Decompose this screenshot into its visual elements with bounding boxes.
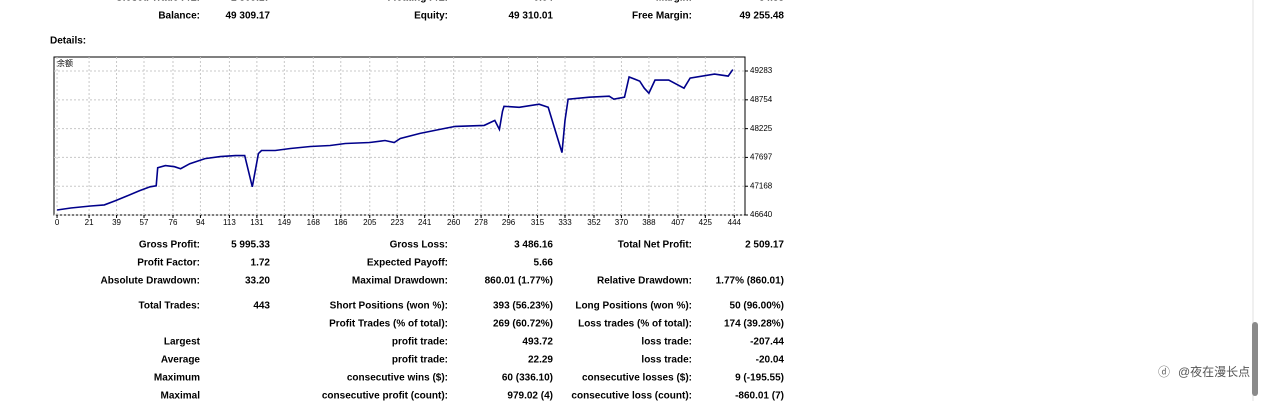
stat-label: Largest <box>164 337 201 348</box>
x-tick-label: 223 <box>391 218 405 227</box>
y-tick-label: 48754 <box>750 95 773 104</box>
stat-value: 49 309.17 <box>226 11 271 22</box>
stat-label: Free Margin: <box>632 11 692 22</box>
x-tick-label: 76 <box>169 218 178 227</box>
stat-value: 5.66 <box>534 258 554 269</box>
x-tick-label: 168 <box>307 218 321 227</box>
x-tick-label: 352 <box>587 218 601 227</box>
stat-label: Equity: <box>414 11 448 22</box>
details-label: Details: <box>50 36 86 47</box>
stat-value: 49 310.01 <box>509 11 554 22</box>
stat-value: 174 (39.28%) <box>724 319 784 330</box>
scrollbar-thumb[interactable] <box>1252 322 1258 396</box>
stat-label: Maximal Drawdown: <box>352 276 448 287</box>
x-tick-label: 388 <box>642 218 656 227</box>
x-tick-label: 407 <box>671 218 685 227</box>
stat-value: 9 (-195.55) <box>735 373 784 384</box>
y-tick-label: 47697 <box>750 153 773 162</box>
balance-line <box>56 69 734 211</box>
stat-value: 33.20 <box>245 276 270 287</box>
stat-value: 54.53 <box>759 0 784 4</box>
stat-label: profit trade: <box>392 337 448 348</box>
stat-value: -20.04 <box>756 355 785 366</box>
stat-value: 269 (60.72%) <box>493 319 553 330</box>
stat-label: consecutive wins ($): <box>347 373 448 384</box>
stat-value: 2 509.17 <box>745 240 784 251</box>
stat-label: Closed Trade P/L: <box>116 0 200 4</box>
stat-label: Profit Factor: <box>137 258 200 269</box>
stat-label: Margin: <box>656 0 692 4</box>
stat-value: 0.84 <box>534 0 554 4</box>
stat-value: 60 (336.10) <box>502 373 553 384</box>
stat-label: profit trade: <box>392 355 448 366</box>
stat-label: Maximal <box>161 391 201 401</box>
x-tick-label: 241 <box>418 218 432 227</box>
stat-label: Absolute Drawdown: <box>101 276 200 287</box>
stat-value: 3 486.16 <box>514 240 553 251</box>
stat-label: loss trade: <box>641 337 692 348</box>
stat-label: consecutive losses ($): <box>582 373 692 384</box>
stat-value: 493.72 <box>522 337 553 348</box>
y-tick-label: 46640 <box>750 210 773 219</box>
stat-label: Balance: <box>158 11 200 22</box>
stat-value: 860.01 (1.77%) <box>485 276 553 287</box>
chart-frame <box>53 56 746 216</box>
x-tick-label: 39 <box>112 218 121 227</box>
x-tick-label: 278 <box>474 218 488 227</box>
stat-label: Relative Drawdown: <box>597 276 692 287</box>
stat-label: Expected Payoff: <box>367 258 448 269</box>
stat-value: 979.02 (4) <box>507 391 553 401</box>
stat-label: consecutive loss (count): <box>571 391 692 401</box>
stat-label: Floating P/L: <box>387 0 448 4</box>
x-tick-label: 21 <box>85 218 94 227</box>
x-tick-label: 94 <box>196 218 205 227</box>
x-tick-label: 296 <box>502 218 516 227</box>
x-tick-label: 333 <box>558 218 572 227</box>
stat-value: 443 <box>253 301 270 312</box>
x-tick-label: 260 <box>447 218 461 227</box>
stat-label: Gross Profit: <box>139 240 200 251</box>
x-tick-label: 131 <box>250 218 264 227</box>
stat-value: 2 509.17 <box>231 0 270 4</box>
stat-label: Total Trades: <box>139 301 201 312</box>
stat-label: Short Positions (won %): <box>330 301 448 312</box>
stat-value: -860.01 (7) <box>735 391 784 401</box>
legend-label: 余额 <box>57 58 73 68</box>
y-tick-label: 48225 <box>750 124 773 133</box>
stat-value: 49 255.48 <box>740 11 785 22</box>
stat-value: 393 (56.23%) <box>493 301 553 312</box>
x-tick-label: 149 <box>278 218 292 227</box>
x-tick-label: 113 <box>223 218 236 227</box>
watermark-icon: ⓓ <box>1158 365 1170 379</box>
stat-label: Gross Loss: <box>390 240 448 251</box>
stat-value: 1.72 <box>251 258 271 269</box>
x-tick-label: 186 <box>334 218 348 227</box>
stat-label: Loss trades (% of total): <box>578 319 692 330</box>
stat-label: Maximum <box>154 373 200 384</box>
stat-label: Average <box>161 355 201 366</box>
stat-value: 22.29 <box>528 355 553 366</box>
stat-label: Profit Trades (% of total): <box>329 319 448 330</box>
x-tick-label: 57 <box>140 218 149 227</box>
x-tick-label: 0 <box>55 218 60 227</box>
stat-label: consecutive profit (count): <box>322 391 448 401</box>
x-tick-label: 444 <box>728 218 742 227</box>
watermark: @夜在漫长点 <box>1178 364 1250 379</box>
stat-label: Long Positions (won %): <box>575 301 692 312</box>
stat-label: loss trade: <box>641 355 692 366</box>
x-tick-label: 425 <box>699 218 713 227</box>
y-tick-label: 49283 <box>750 66 773 75</box>
stat-value: -207.44 <box>750 337 784 348</box>
stat-label: Total Net Profit: <box>618 240 692 251</box>
y-tick-label: 47168 <box>750 181 773 190</box>
stat-value: 1.77% (860.01) <box>716 276 784 287</box>
x-tick-label: 315 <box>531 218 545 227</box>
stat-value: 50 (96.00%) <box>730 301 784 312</box>
stat-value: 5 995.33 <box>231 240 270 251</box>
x-tick-label: 370 <box>615 218 629 227</box>
x-tick-label: 205 <box>363 218 377 227</box>
